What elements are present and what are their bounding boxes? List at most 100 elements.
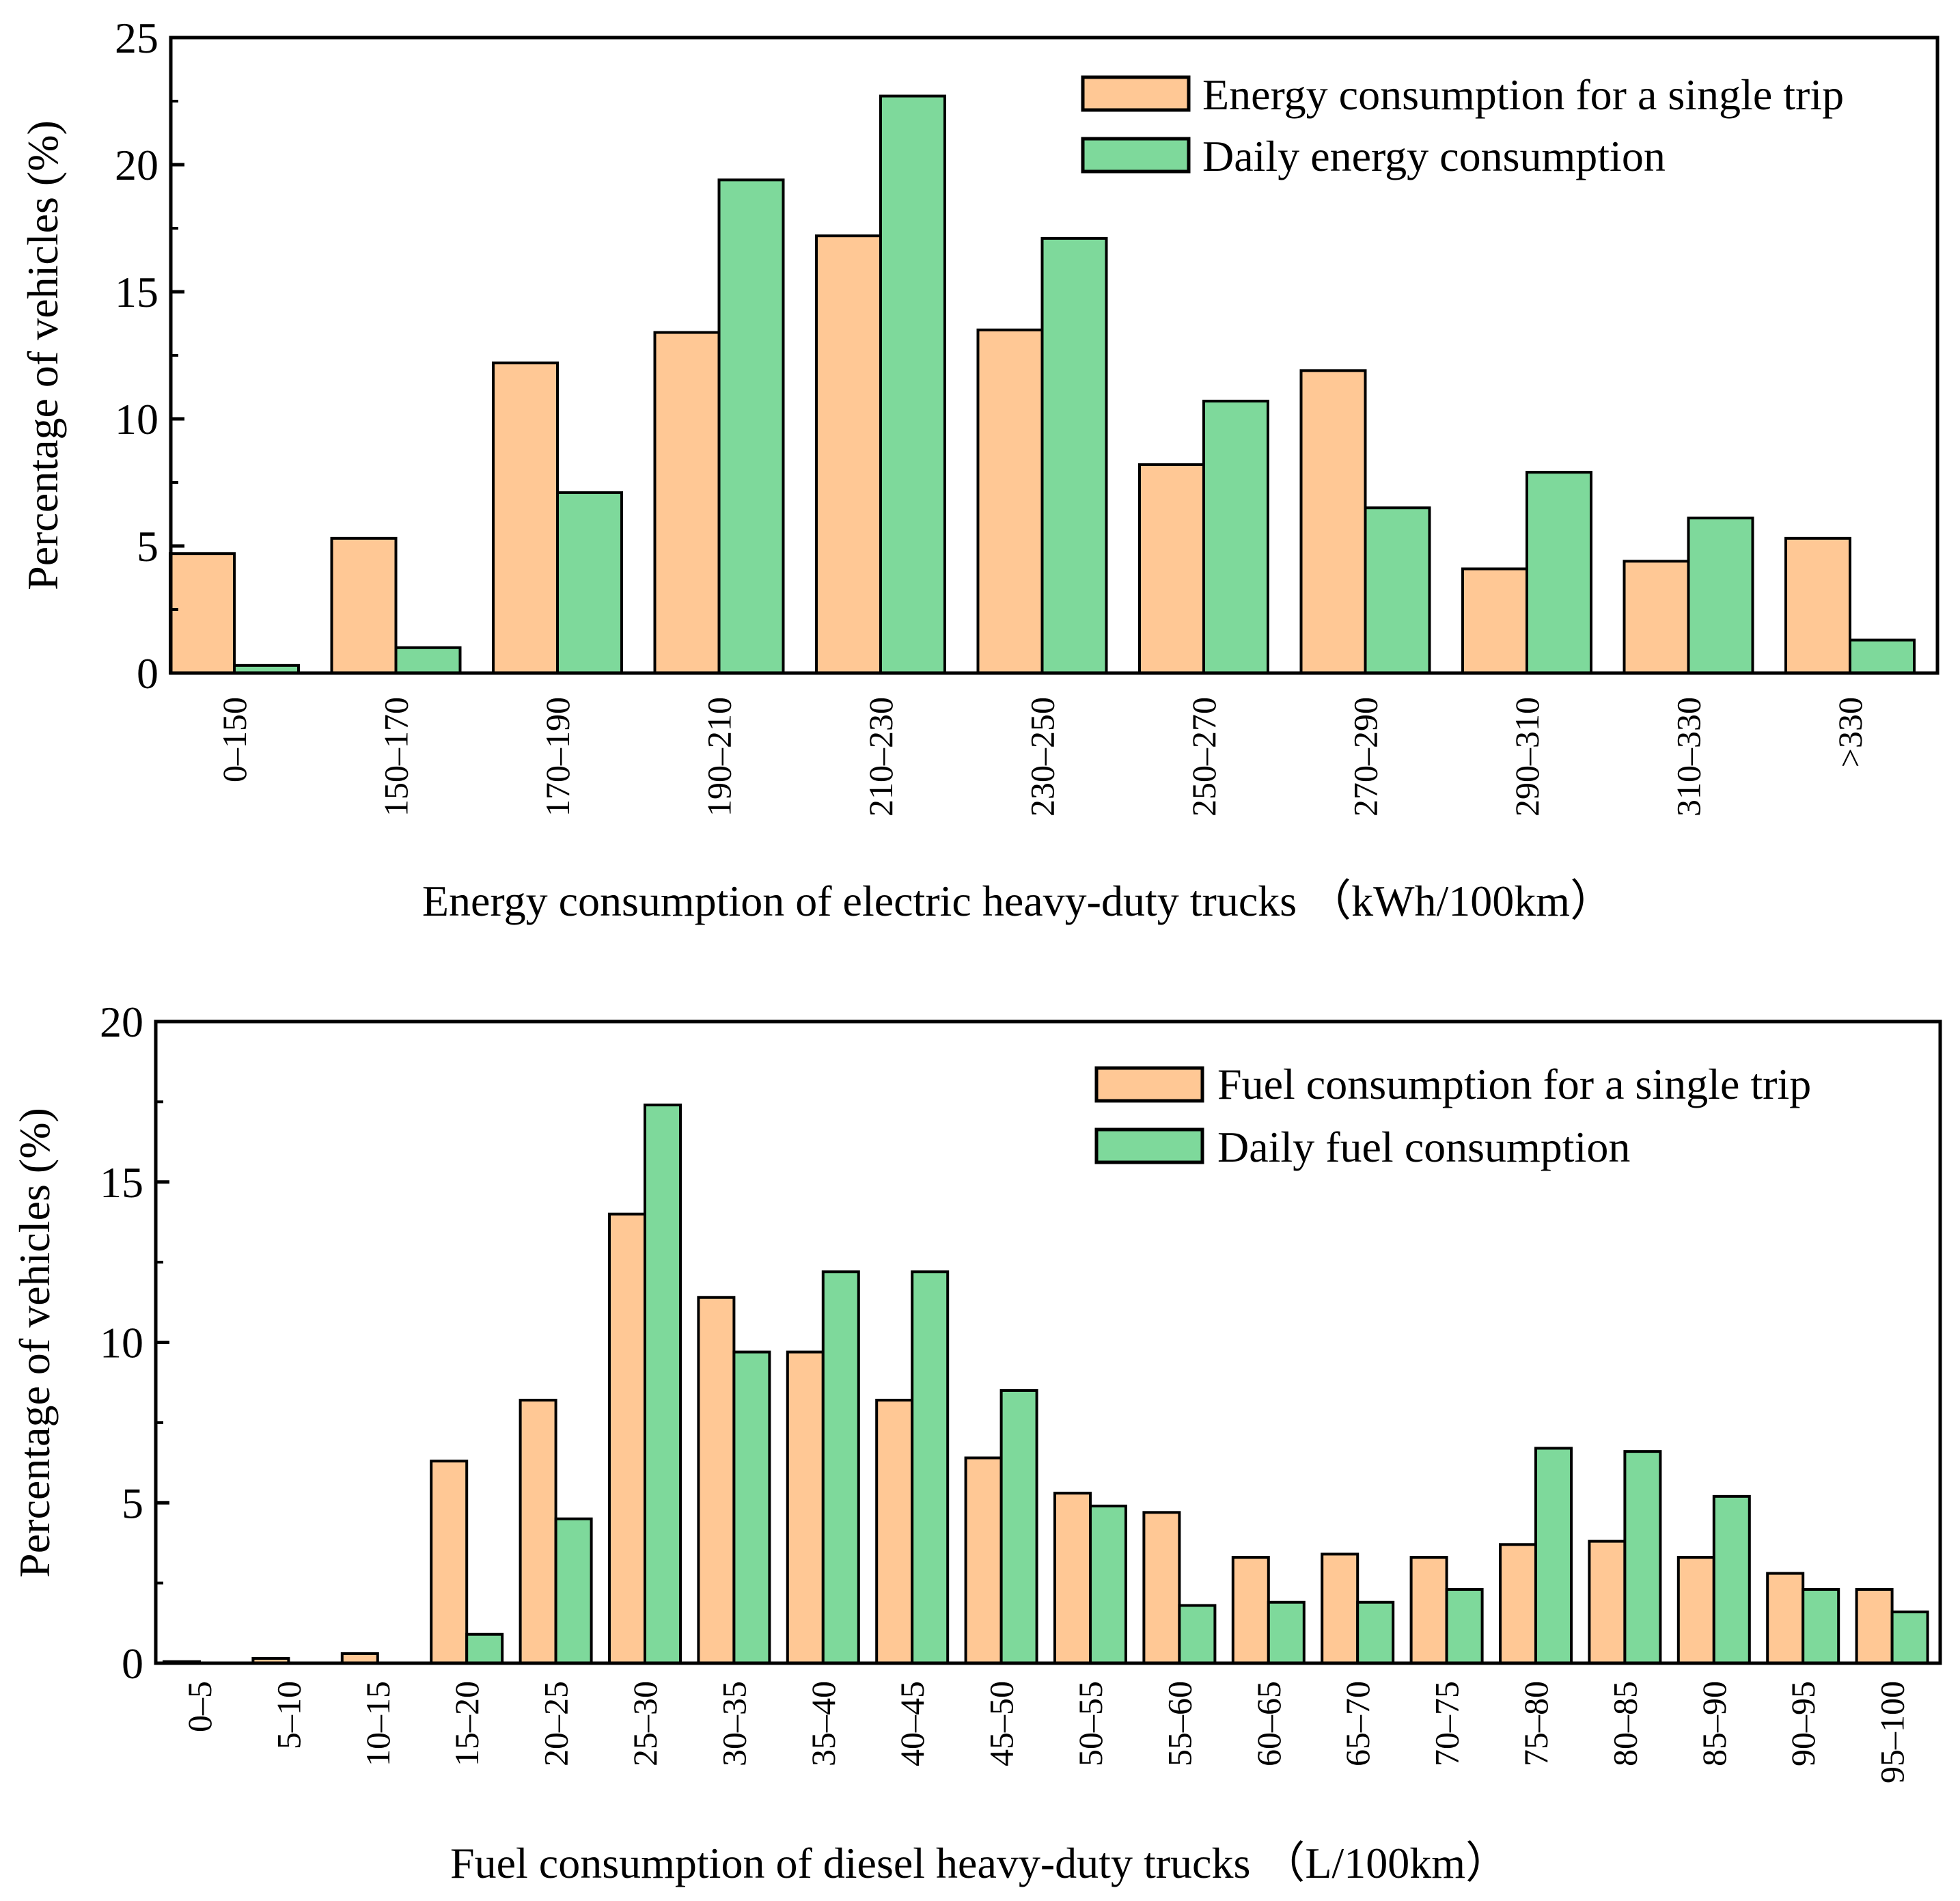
energy-bar-daily-6 xyxy=(1202,399,1269,675)
fuel-x-tick-label: 55–60 xyxy=(1160,1681,1198,1766)
fuel-chart: 0 5 10 15 20 0–5 5–10 10–15 15–20 20–25 25–30 30–3… xyxy=(10,998,1942,1887)
fuel-x-tick-label: 65–70 xyxy=(1338,1681,1377,1766)
fuel-x-tick-label: 0–5 xyxy=(180,1681,219,1732)
energy-bar-daily-1 xyxy=(394,646,462,674)
fuel-bar-daily-9 xyxy=(999,1389,1038,1665)
energy-bar-single-8 xyxy=(1461,567,1528,674)
fuel-bars xyxy=(163,1104,1929,1665)
fuel-legend-label-single: Fuel consumption for a single trip xyxy=(1217,1060,1811,1108)
energy-x-tick-label: 0–150 xyxy=(215,697,253,782)
energy-x-tick-label: 290–310 xyxy=(1508,697,1546,817)
energy-x-tick-label: 250–270 xyxy=(1185,697,1223,817)
fuel-bar-single-9 xyxy=(964,1456,1003,1665)
energy-legend-swatch-single xyxy=(1081,75,1191,112)
fuel-y-tick-label: 5 xyxy=(122,1479,143,1527)
energy-x-tick-label: >330 xyxy=(1831,697,1869,767)
energy-bar-daily-2 xyxy=(556,491,623,674)
energy-y-tick-label: 5 xyxy=(137,522,158,571)
fuel-legend-swatch-daily xyxy=(1094,1127,1204,1164)
energy-bar-daily-7 xyxy=(1364,506,1431,675)
fuel-bar-daily-18 xyxy=(1802,1588,1840,1665)
fuel-bar-daily-11 xyxy=(1178,1604,1217,1665)
fuel-bar-daily-16 xyxy=(1623,1450,1662,1665)
energy-bar-single-2 xyxy=(492,361,559,674)
energy-y-tick-label: 20 xyxy=(115,141,158,189)
fuel-x-axis-label: Fuel consumption of diesel heavy-duty tr… xyxy=(450,1839,1509,1887)
energy-bar-daily-3 xyxy=(717,178,785,674)
fuel-x-tick-label: 40–45 xyxy=(893,1681,931,1766)
fuel-bar-daily-12 xyxy=(1267,1600,1306,1665)
fuel-x-tick-label: 45–50 xyxy=(982,1681,1021,1766)
energy-bar-single-5 xyxy=(976,328,1044,674)
fuel-bar-single-19 xyxy=(1855,1588,1894,1665)
fuel-bar-daily-19 xyxy=(1890,1610,1929,1665)
fuel-x-tick-label: 85–90 xyxy=(1695,1681,1733,1766)
fuel-y-tick-label: 0 xyxy=(122,1639,143,1688)
fuel-bar-single-5 xyxy=(608,1212,646,1665)
energy-y-tick-label: 10 xyxy=(115,395,158,443)
fuel-x-tick-label: 10–15 xyxy=(359,1681,397,1766)
fuel-x-tick-label: 50–55 xyxy=(1071,1681,1109,1766)
energy-bar-single-9 xyxy=(1623,560,1690,674)
energy-legend-swatch-daily xyxy=(1081,137,1191,174)
fuel-x-tick-label: 5–10 xyxy=(269,1681,307,1749)
fuel-bar-daily-14 xyxy=(1445,1588,1484,1665)
fuel-bar-single-12 xyxy=(1231,1556,1270,1665)
fuel-bar-daily-13 xyxy=(1356,1600,1395,1665)
energy-legend: Energy consumption for a single trip Dai… xyxy=(1081,70,1844,180)
fuel-y-tick-label: 20 xyxy=(100,998,143,1046)
fuel-bar-single-8 xyxy=(875,1399,914,1665)
energy-y-axis-label: Percentage of vehicles (%) xyxy=(18,120,67,590)
energy-x-tick-label: 270–290 xyxy=(1347,697,1385,817)
energy-y-ticks: 0 5 10 15 20 25 xyxy=(115,14,184,698)
fuel-y-axis-label: Percentage of vehicles (%) xyxy=(10,1108,59,1578)
energy-y-tick-label: 25 xyxy=(115,14,158,62)
energy-legend-label-single: Energy consumption for a single trip xyxy=(1202,70,1844,119)
fuel-bar-daily-10 xyxy=(1089,1504,1127,1665)
fuel-bar-single-11 xyxy=(1142,1511,1181,1665)
fuel-bar-daily-17 xyxy=(1712,1494,1751,1665)
fuel-bar-daily-6 xyxy=(732,1350,771,1665)
fuel-bar-daily-3 xyxy=(465,1632,504,1665)
fuel-x-tick-label: 25–30 xyxy=(626,1681,664,1766)
fuel-bar-single-18 xyxy=(1766,1572,1805,1665)
fuel-bar-single-16 xyxy=(1588,1540,1627,1665)
fuel-bar-daily-7 xyxy=(821,1270,860,1665)
energy-x-tick-label: 150–170 xyxy=(377,697,415,817)
fuel-bar-daily-5 xyxy=(644,1104,682,1665)
fuel-bar-single-15 xyxy=(1499,1543,1537,1665)
fuel-y-tick-label: 15 xyxy=(100,1158,143,1207)
fuel-y-ticks: 0 5 10 15 20 xyxy=(100,998,169,1688)
energy-bar-daily-5 xyxy=(1040,236,1108,674)
energy-bar-daily-10 xyxy=(1849,638,1916,675)
energy-x-axis-label: Energy consumption of electric heavy-dut… xyxy=(422,877,1614,925)
fuel-bar-single-10 xyxy=(1053,1492,1092,1665)
fuel-x-tick-label: 95–100 xyxy=(1873,1681,1911,1783)
fuel-x-ticks: 0–5 5–10 10–15 15–20 20–25 25–30 30–35 35–40 40–… xyxy=(180,1681,1911,1783)
fuel-bar-single-4 xyxy=(519,1399,557,1665)
fuel-x-tick-label: 30–35 xyxy=(715,1681,753,1766)
energy-y-tick-label: 15 xyxy=(115,268,158,316)
fuel-bar-daily-4 xyxy=(554,1517,593,1665)
energy-bar-single-4 xyxy=(815,234,882,675)
energy-bar-single-0 xyxy=(169,552,236,674)
energy-bar-daily-9 xyxy=(1687,517,1754,675)
fuel-bar-daily-15 xyxy=(1534,1447,1573,1665)
fuel-bar-single-7 xyxy=(786,1350,825,1665)
fuel-bar-single-3 xyxy=(430,1460,469,1665)
energy-bar-single-3 xyxy=(653,331,721,674)
fuel-bar-daily-8 xyxy=(911,1270,950,1665)
energy-bar-single-10 xyxy=(1784,536,1851,675)
energy-x-tick-label: 310–330 xyxy=(1670,697,1708,817)
fuel-y-tick-label: 10 xyxy=(100,1319,143,1367)
fuel-bar-single-17 xyxy=(1676,1556,1715,1665)
fuel-x-tick-label: 75–80 xyxy=(1517,1681,1555,1766)
energy-x-ticks: 0–150 150–170 170–190 190–210 210–230 230–250… xyxy=(215,697,1869,817)
fuel-x-tick-label: 20–25 xyxy=(537,1681,575,1766)
fuel-x-tick-label: 15–20 xyxy=(447,1681,486,1766)
energy-bar-daily-4 xyxy=(879,94,946,674)
energy-x-tick-label: 230–250 xyxy=(1023,697,1062,817)
fuel-x-tick-label: 90–95 xyxy=(1784,1681,1822,1766)
